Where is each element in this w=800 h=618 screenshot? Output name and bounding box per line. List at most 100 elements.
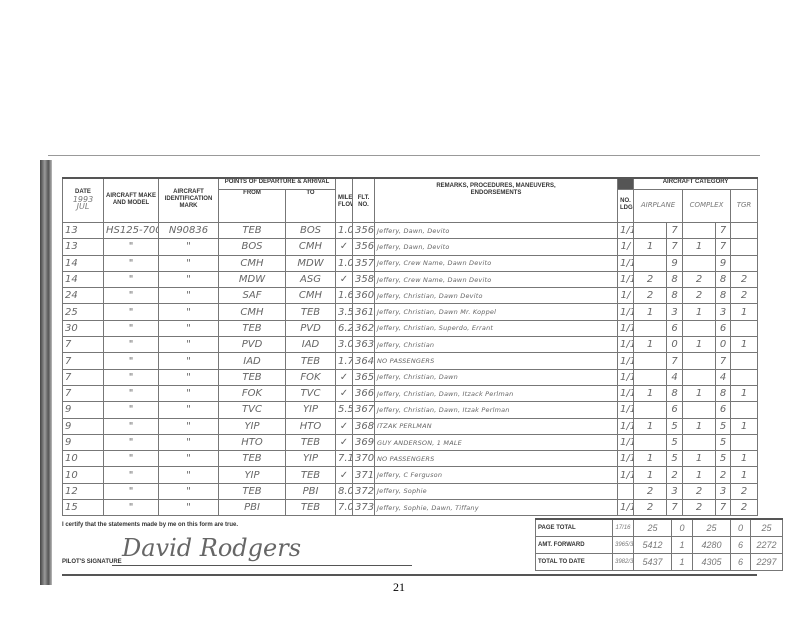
complex-hours-cell	[682, 221, 716, 240]
complex-tenths-cell: 9	[715, 254, 731, 272]
totals-value: 5412	[633, 536, 672, 554]
make-model-cell: "	[103, 466, 159, 484]
complex-tenths-cell: 7	[715, 499, 731, 517]
tgr-cell: 2	[729, 287, 759, 305]
from-cell: TEB	[218, 450, 286, 468]
miles-cell: 8.0	[335, 482, 353, 501]
miles-cell: ✓	[335, 384, 353, 403]
flight-no-cell: 358	[352, 270, 375, 289]
airplane-tenths-cell: 4	[666, 368, 683, 386]
make-model-cell: "	[103, 450, 159, 468]
complex-hours-cell	[682, 319, 716, 338]
airplane-hours-cell: 2	[633, 270, 667, 289]
complex-hours-cell: 1	[682, 336, 716, 354]
remarks-cell: ITZAK PERLMAN	[374, 417, 618, 435]
date-cell: 9	[62, 401, 104, 419]
ident-mark-cell: "	[158, 482, 219, 501]
complex-tenths-cell: 7	[715, 238, 731, 256]
from-cell: FOK	[218, 384, 286, 403]
totals-value: 25	[750, 518, 783, 537]
airplane-tenths-cell: 5	[666, 417, 683, 435]
totals-value: 2297	[750, 553, 783, 571]
airplane-hours-cell	[633, 221, 667, 240]
from-cell: PBI	[218, 499, 286, 517]
miles-cell: ✓	[335, 466, 353, 484]
make-model-cell: "	[103, 303, 159, 321]
ident-mark-cell: "	[158, 303, 219, 321]
landings-cell: 1/1	[617, 352, 634, 370]
date-cell: 12	[62, 482, 104, 501]
airplane-tenths-cell: 6	[666, 401, 683, 419]
complex-hours-cell: 1	[682, 238, 716, 256]
from-cell: TEB	[218, 221, 286, 240]
date-cell: 10	[62, 466, 104, 484]
tgr-cell: 1	[729, 450, 759, 468]
to-cell: MDW	[285, 254, 336, 272]
remarks-cell: Jeffery, Dawn, Devito	[374, 238, 618, 256]
airplane-tenths-cell: 3	[666, 303, 683, 321]
make-model-cell: "	[103, 499, 159, 517]
complex-header: COMPLEX	[682, 189, 731, 223]
miles-cell: 7.0	[335, 499, 353, 517]
complex-hours-cell: 1	[682, 384, 716, 403]
remarks-cell: Jeffery, C Ferguson	[374, 466, 618, 484]
make-header: AIRCRAFT MAKE AND MODEL	[103, 177, 159, 223]
tgr-cell	[729, 352, 759, 370]
airplane-header: AIRPLANE	[633, 189, 683, 223]
complex-tenths-cell: 2	[715, 466, 731, 484]
totals-label: AMT. FORWARD	[535, 536, 613, 554]
logbook-table: DATE 1993 JUL AIRCRAFT MAKE AND MODEL AIRC…	[62, 177, 759, 517]
to-cell: PBI	[285, 482, 336, 501]
airplane-hours-cell: 1	[633, 336, 667, 354]
tgr-cell	[729, 433, 759, 452]
complex-hours-cell	[682, 401, 716, 419]
totals-value: 25	[633, 518, 672, 537]
complex-tenths-cell: 8	[715, 384, 731, 403]
totals-value: 1	[671, 553, 693, 571]
airplane-tenths-cell: 9	[666, 254, 683, 272]
complex-hours-cell	[682, 352, 716, 370]
airplane-hours-cell: 1	[633, 384, 667, 403]
airplane-hours-cell: 2	[633, 482, 667, 501]
airplane-hours-cell	[633, 254, 667, 272]
flight-no-cell: 356	[352, 238, 375, 256]
airplane-tenths-cell: 7	[666, 238, 683, 256]
flt-header: FLT. NO.	[352, 177, 375, 223]
landings-cell: 1/1	[617, 384, 634, 403]
make-model-cell: "	[103, 352, 159, 370]
totals-value: 0	[671, 518, 693, 537]
book-binding	[40, 160, 52, 585]
date-header: DATE 1993 JUL	[62, 177, 104, 223]
airplane-hours-cell: 2	[633, 499, 667, 517]
landings-cell: 1/	[617, 238, 634, 256]
make-model-cell: "	[103, 319, 159, 338]
to-cell: BOS	[285, 221, 336, 240]
tgr-header: TGR	[729, 189, 759, 223]
flight-no-cell: 373	[352, 499, 375, 517]
date-cell: 13	[62, 221, 104, 240]
flight-no-cell: 366	[352, 384, 375, 403]
complex-tenths-cell: 5	[715, 433, 731, 452]
landings-cell: 1/1	[617, 499, 634, 517]
landings-cell: 1/1	[617, 221, 634, 240]
from-cell: HTO	[218, 433, 286, 452]
miles-cell: ✓	[335, 270, 353, 289]
from-cell: TEB	[218, 482, 286, 501]
tgr-cell	[729, 368, 759, 386]
remarks-header: REMARKS, PROCEDURES, MANEUVERS, ENDORSEM…	[374, 177, 618, 223]
date-cell: 14	[62, 254, 104, 272]
from-cell: TEB	[218, 319, 286, 338]
airplane-tenths-cell: 6	[666, 319, 683, 338]
tgr-cell: 2	[729, 482, 759, 501]
table-row: 9 " " TVC YIP 5.5 367 Jeffery, Christian, Dawn,…	[62, 401, 759, 419]
table-row: 25 " " CMH TEB 3.5 361 Jeffery, Christian, Dawn…	[62, 303, 759, 321]
airplane-hours-cell: 1	[633, 466, 667, 484]
totals-label: PAGE TOTAL	[535, 518, 613, 537]
make-model-cell: "	[103, 384, 159, 403]
to-cell: PVD	[285, 319, 336, 338]
ident-mark-cell: "	[158, 384, 219, 403]
remarks-cell: Jeffery, Christian, Dawn Devito	[374, 287, 618, 305]
certification-text: I certify that the statements made by me…	[62, 522, 239, 528]
to-cell: TEB	[285, 433, 336, 452]
flight-no-cell: 370	[352, 450, 375, 468]
